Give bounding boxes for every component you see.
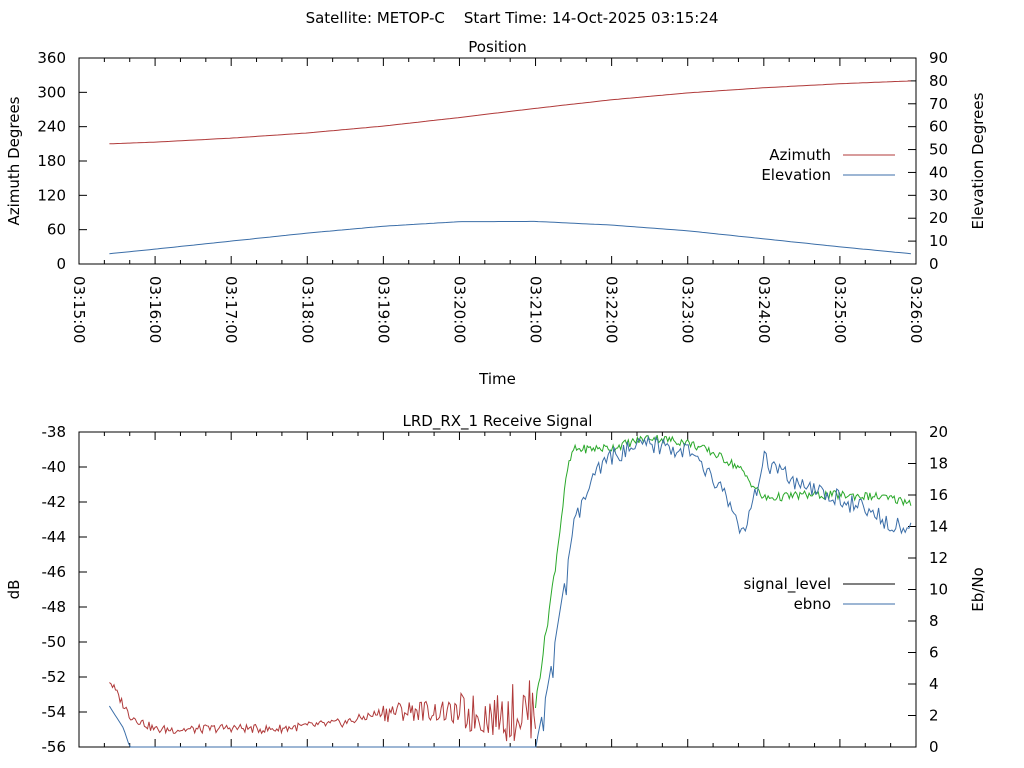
x-tick-label: 03:23:00 [679,276,697,343]
y2-tick-label: 6 [929,644,939,662]
y-axis-label: Azimuth Degrees [5,96,23,225]
y2-tick-label: 20 [929,209,948,227]
series-line-elevation [109,220,911,255]
position-chart: Position 0 60 120 180 240 300 360 0 10 20 30 40 50 60 7… [5,38,987,388]
y2-tick-label: 14 [929,518,948,536]
y2-tick-label: 90 [929,49,948,67]
y2-tick-label: 60 [929,118,948,136]
y-tick-label: -52 [42,668,67,686]
x-tick-label: 03:17:00 [222,276,240,343]
y-axis-label: dB [5,580,23,600]
x-tick-label: 03:22:00 [603,276,621,343]
x-tick-label: 03:24:00 [755,276,773,343]
figure-title: Satellite: METOP-C Start Time: 14-Oct-20… [306,9,719,27]
chart-title: LRD_RX_1 Receive Signal [403,412,593,431]
y-tick-label: -44 [42,528,67,546]
x-tick-label: 03:20:00 [450,276,468,343]
y2-tick-label: 10 [929,232,948,250]
series-line-azimuth [109,80,911,145]
y2-tick-label: 70 [929,95,948,113]
chart-title: Position [468,38,526,56]
y-tick-label: 0 [56,255,66,273]
y2-tick-label: 2 [929,707,939,725]
receive-signal-chart: LRD_RX_1 Receive Signal -56 -54 -52 -50 -48 -4… [5,412,987,756]
y-tick-label: 300 [37,83,66,101]
series-line-signal-level-high [535,434,912,709]
y-tick-label: -38 [42,423,67,441]
y2-axis-label: Elevation Degrees [969,92,987,229]
y-tick-label: -42 [42,493,67,511]
legend-label: Elevation [761,166,831,184]
y2-tick-label: 50 [929,141,948,159]
y2-tick-label: 0 [929,255,939,273]
y2-tick-label: 80 [929,72,948,90]
y2-tick-label: 40 [929,163,948,181]
y2-tick-label: 8 [929,612,939,630]
series-line-signal-level-low [109,680,536,742]
x-tick-label: 03:16:00 [146,276,164,343]
y-tick-label: -54 [42,703,67,721]
y2-tick-label: 4 [929,675,939,693]
y2-tick-label: 12 [929,549,948,567]
y-tick-label: -56 [42,738,67,756]
y-tick-label: 120 [37,186,66,204]
y2-tick-label: 16 [929,486,948,504]
y-tick-label: -40 [42,458,67,476]
y-tick-label: 180 [37,152,66,170]
y-tick-label: -46 [42,563,67,581]
x-tick-label: 03:25:00 [831,276,849,343]
series-line-ebno [108,435,912,748]
y-tick-label: 240 [37,118,66,136]
y2-tick-label: 0 [929,738,939,756]
y-tick-label: 360 [37,49,66,67]
legend-label: signal_level [743,575,831,594]
legend-label: ebno [794,595,831,613]
y-tick-label: -48 [42,598,67,616]
y2-tick-label: 18 [929,455,948,473]
x-tick-label: 03:15:00 [70,276,88,343]
legend-label: Azimuth [769,146,831,164]
x-tick-label: 03:21:00 [527,276,545,343]
y2-tick-label: 10 [929,581,948,599]
y2-tick-label: 30 [929,186,948,204]
x-tick-label: 03:18:00 [298,276,316,343]
y-tick-label: 60 [47,221,66,239]
y-tick-label: -50 [42,633,67,651]
x-tick-label: 03:19:00 [374,276,392,343]
y2-axis-label: Eb/No [969,567,987,611]
x-axis-label: Time [478,370,516,388]
y2-tick-label: 20 [929,423,948,441]
x-tick-label: 03:26:00 [907,276,925,343]
